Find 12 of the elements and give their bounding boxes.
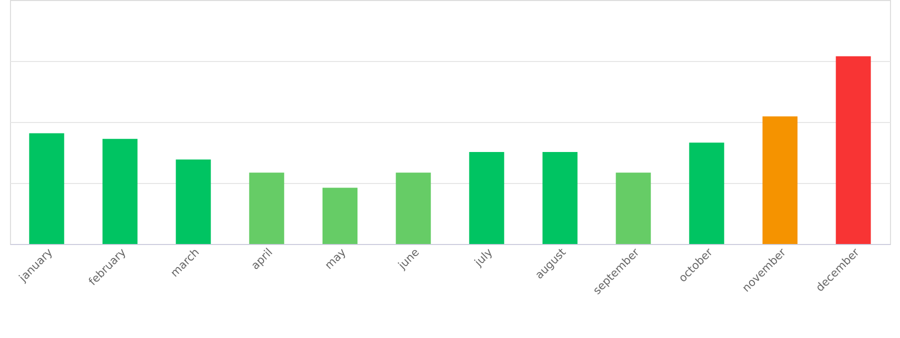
- bar: [542, 152, 578, 244]
- bar: [689, 142, 724, 244]
- bar: [616, 172, 651, 244]
- bar: [396, 172, 431, 244]
- bar: [29, 133, 64, 244]
- bar: [102, 138, 138, 244]
- bar: [836, 56, 871, 244]
- bar: [249, 172, 284, 244]
- bar: [322, 188, 358, 244]
- bar: [469, 152, 504, 244]
- bar: [176, 160, 211, 244]
- bar: [762, 116, 798, 244]
